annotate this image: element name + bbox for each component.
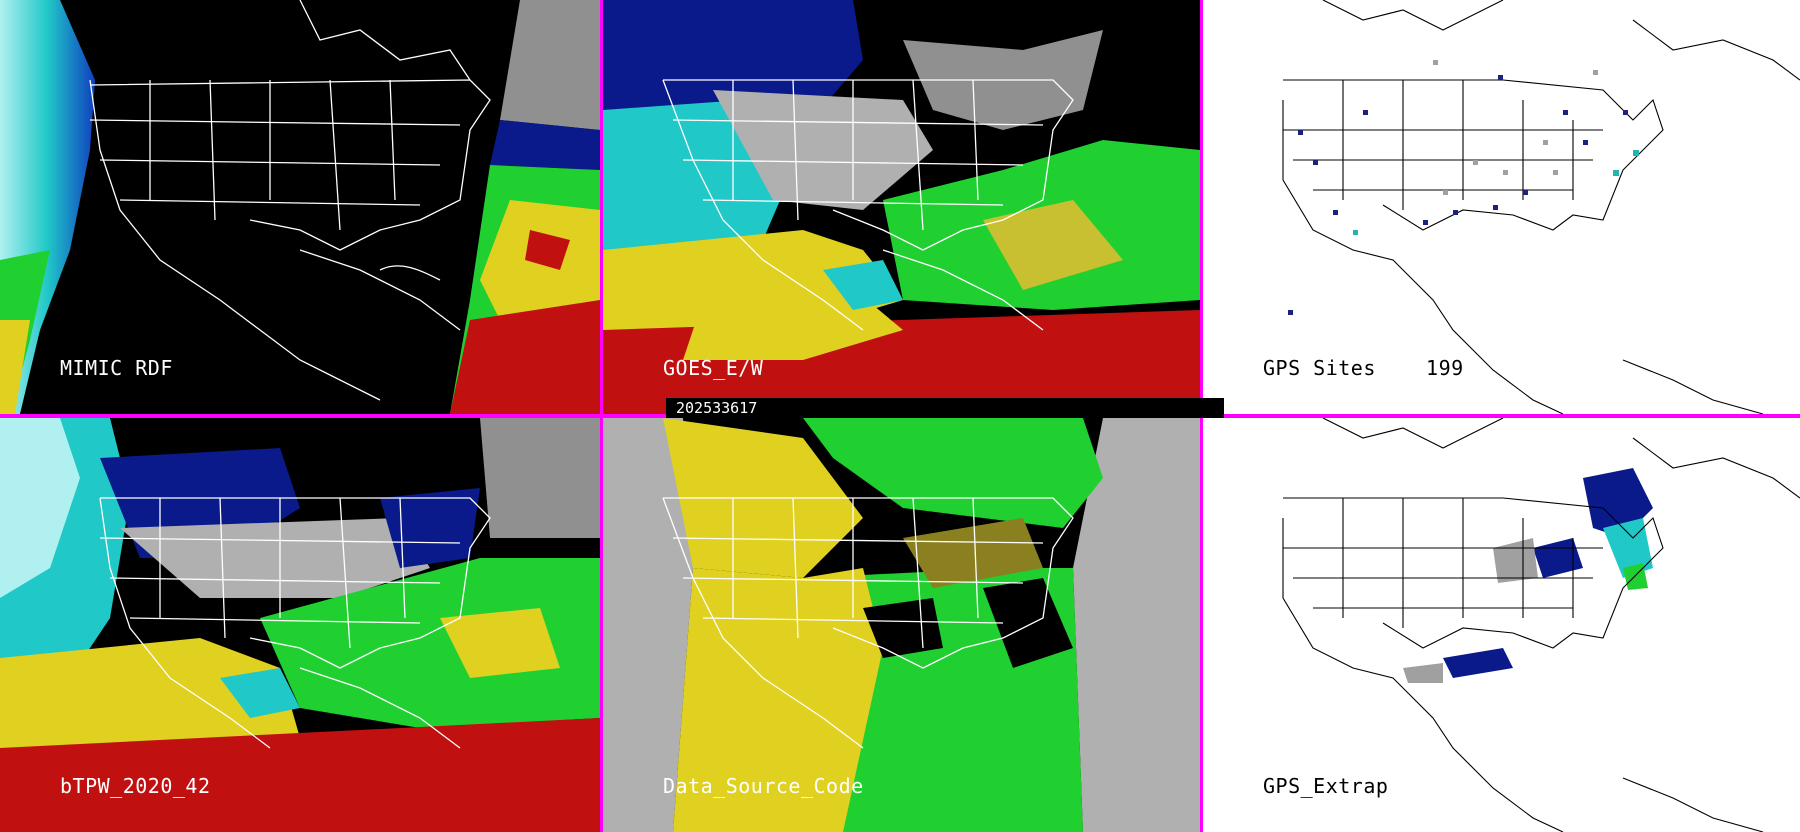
divider-vertical-left [600,0,603,832]
mimic-rdf-panel: MIMIC RDF [0,0,600,414]
mimic-rdf-map [0,0,600,414]
timestamp-bar: 202533617 [666,398,1224,418]
mimic-rdf-label: MIMIC RDF [60,356,173,380]
data-source-panel: Data_Source_Code [603,418,1200,832]
btpw-map [0,418,600,832]
btpw-label: bTPW_2020_42 [60,774,211,798]
gps-sites-map [1282,0,1800,414]
gps-extrap-map [1282,418,1800,832]
gps-sites-label: GPS Sites 199 [1263,356,1464,380]
gps-extrap-panel: GPS_Extrap [1203,418,1800,832]
gps-extrap-label: GPS_Extrap [1263,774,1389,798]
btpw-panel: bTPW_2020_42 [0,418,600,832]
gps-sites-panel: GPS Sites 199 [1203,0,1800,414]
goes-ew-label: GOES_E/W [663,356,764,380]
data-source-label: Data_Source_Code [663,774,864,798]
data-source-map [603,418,1200,832]
goes-ew-panel: GOES_E/W [603,0,1200,414]
goes-ew-map [603,0,1200,414]
